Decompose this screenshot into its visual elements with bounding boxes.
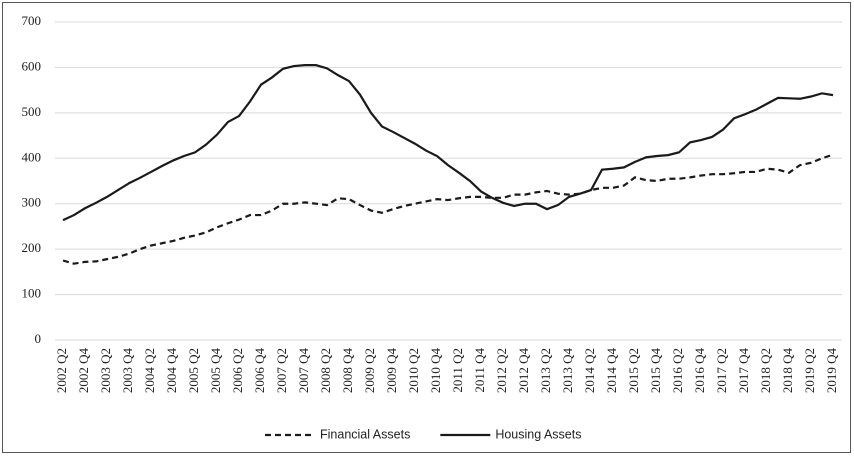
x-tick-label: 2008 Q2 bbox=[318, 348, 333, 393]
x-tick-label: 2012 Q2 bbox=[494, 348, 509, 393]
x-tick-label: 2004 Q2 bbox=[142, 348, 157, 393]
x-tick-label: 2013 Q4 bbox=[560, 348, 575, 394]
y-tick-label: 100 bbox=[22, 286, 42, 301]
x-tick-label: 2009 Q4 bbox=[384, 348, 399, 394]
x-tick-label: 2015 Q2 bbox=[626, 348, 641, 393]
x-tick-label: 2002 Q4 bbox=[76, 348, 91, 394]
x-tick-label: 2014 Q2 bbox=[582, 348, 597, 393]
x-tick-label: 2002 Q2 bbox=[54, 348, 69, 393]
y-tick-label: 400 bbox=[22, 149, 42, 164]
x-tick-label: 2018 Q4 bbox=[780, 348, 795, 394]
x-tick-label: 2017 Q2 bbox=[714, 348, 729, 393]
series-line bbox=[62, 64, 834, 222]
x-tick-label: 2016 Q4 bbox=[692, 348, 707, 394]
x-tick-label: 2007 Q4 bbox=[296, 348, 311, 394]
x-tick-label: 2012 Q4 bbox=[516, 348, 531, 394]
y-tick-label: 700 bbox=[22, 13, 42, 28]
x-tick-label: 2010 Q4 bbox=[428, 348, 443, 394]
x-tick-label: 2006 Q2 bbox=[230, 348, 245, 393]
y-tick-label: 200 bbox=[22, 240, 42, 255]
x-tick-label: 2010 Q2 bbox=[406, 348, 421, 393]
x-tick-label: 2005 Q4 bbox=[208, 348, 223, 394]
legend-label: Housing Assets bbox=[495, 427, 581, 441]
x-tick-label: 2017 Q4 bbox=[736, 348, 751, 394]
x-tick-label: 2006 Q4 bbox=[252, 348, 267, 394]
x-tick-label: 2013 Q2 bbox=[538, 348, 553, 393]
y-tick-label: 600 bbox=[22, 58, 42, 73]
x-tick-label: 2007 Q2 bbox=[274, 348, 289, 393]
x-tick-label: 2019 Q4 bbox=[824, 348, 839, 394]
x-tick-label: 2009 Q2 bbox=[362, 348, 377, 393]
x-tick-label: 2016 Q2 bbox=[670, 348, 685, 393]
y-tick-label: 0 bbox=[35, 331, 42, 346]
x-tick-label: 2008 Q4 bbox=[340, 348, 355, 394]
series-line bbox=[62, 153, 834, 265]
legend-label: Financial Assets bbox=[320, 427, 410, 441]
x-tick-label: 2019 Q2 bbox=[802, 348, 817, 393]
x-tick-label: 2004 Q4 bbox=[164, 348, 179, 394]
x-tick-label: 2005 Q2 bbox=[186, 348, 201, 393]
x-tick-label: 2014 Q4 bbox=[604, 348, 619, 394]
x-tick-label: 2011 Q2 bbox=[450, 348, 465, 393]
x-tick-label: 2003 Q4 bbox=[120, 348, 135, 394]
y-tick-label: 500 bbox=[22, 104, 42, 119]
x-tick-label: 2018 Q2 bbox=[758, 348, 773, 393]
x-tick-label: 2003 Q2 bbox=[98, 348, 113, 393]
x-tick-label: 2011 Q4 bbox=[472, 348, 487, 393]
y-tick-label: 300 bbox=[22, 195, 42, 210]
x-tick-label: 2015 Q4 bbox=[648, 348, 663, 394]
